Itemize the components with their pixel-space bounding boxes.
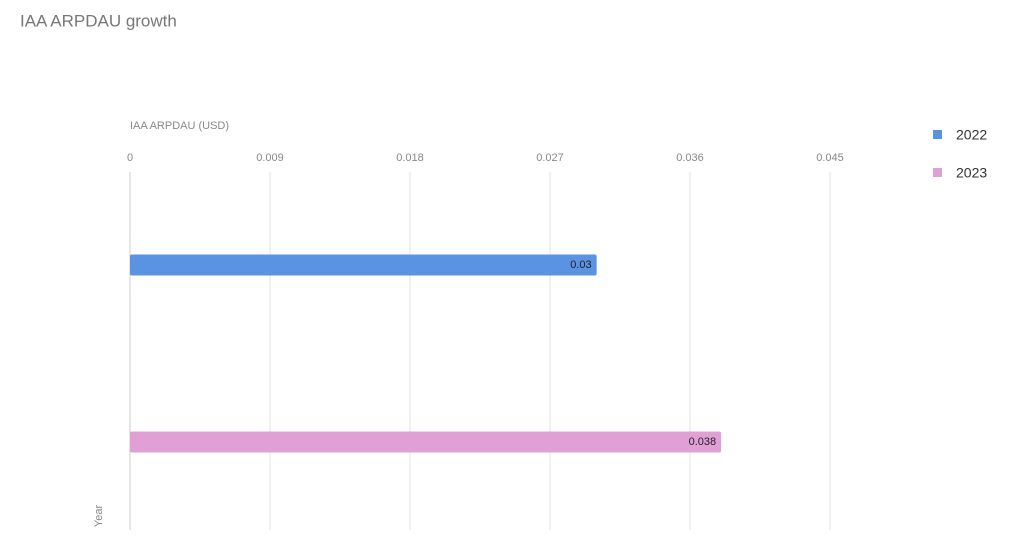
bar bbox=[130, 254, 597, 276]
data-label: 0.03 bbox=[570, 259, 591, 271]
x-tick-label: 0.018 bbox=[396, 152, 424, 164]
x-tick-label: 0.045 bbox=[816, 152, 844, 164]
x-tick-label: 0 bbox=[127, 152, 133, 164]
y-axis-title: Year bbox=[93, 505, 105, 528]
x-tick-label: 0.027 bbox=[536, 152, 564, 164]
legend-swatch bbox=[933, 168, 942, 177]
x-tick-label: 0.036 bbox=[676, 152, 704, 164]
x-axis-title: IAA ARPDAU (USD) bbox=[130, 120, 229, 132]
legend-swatch bbox=[933, 130, 942, 139]
x-tick-label: 0.009 bbox=[256, 152, 284, 164]
legend-label: 2022 bbox=[956, 127, 987, 143]
chart-title: IAA ARPDAU growth bbox=[20, 11, 177, 30]
data-label: 0.038 bbox=[689, 436, 717, 448]
bar bbox=[130, 431, 722, 453]
legend-label: 2023 bbox=[956, 165, 987, 181]
